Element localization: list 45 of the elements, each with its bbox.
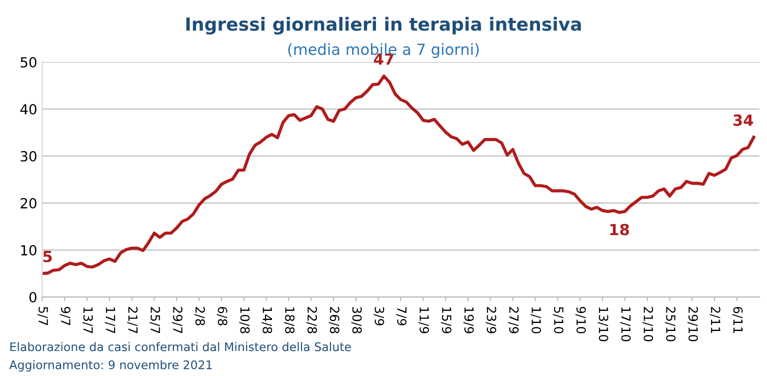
chart-title: Ingressi giornalieri in terapia intensiva (186, 16, 581, 35)
x-tick-label: 21/10 (642, 306, 654, 342)
x-tick-label: 2/8 (194, 306, 205, 326)
x-tick-label: 1/10 (530, 307, 542, 334)
x-tick-label: 6/11 (732, 306, 743, 333)
x-tick-label: 10/8 (239, 307, 250, 334)
y-tick-label: 0 (29, 292, 36, 303)
x-tick-label: 27/9 (508, 306, 519, 334)
x-tick-label: 25/10 (665, 306, 676, 342)
x-tick-label: 23/9 (486, 306, 496, 334)
x-tick-label: 14/8 (262, 307, 272, 334)
x-tick-label: 29/10 (687, 306, 698, 342)
x-tick-label: 22/8 (306, 306, 317, 334)
x-tick-label: 15/9 (440, 307, 452, 334)
x-tick-label: 19/9 (463, 307, 474, 334)
text: Aggiornamento: 9 novembre 2021 (9, 360, 212, 372)
x-tick-label: 26/8 (328, 306, 340, 334)
x-tick-label: 5/10 (553, 307, 564, 334)
y-tick-label: 30 (20, 151, 36, 162)
text: Elaborazione da casi confermati dal Ministero della Salute (10, 342, 351, 352)
line-series (42, 74, 756, 276)
x-tick-label: 9/7 (60, 306, 70, 326)
x-tick-label: 30/8 (351, 307, 362, 334)
x-tick-label: 3/9 (374, 307, 384, 326)
y-tick-label: 50 (20, 57, 36, 68)
x-tick-label: 17/7 (104, 307, 116, 334)
x-tick-label: 25/7 (150, 306, 160, 334)
data-label: 5 (43, 250, 52, 262)
y-tick-label: 20 (20, 198, 36, 209)
x-tick-label: 17/10 (620, 307, 631, 342)
x-tick-label: 5/7 (38, 307, 48, 326)
x-tick-label: 18/8 (284, 307, 295, 334)
x-tick-label: 13/10 (598, 307, 608, 342)
y-tick-label: 40 (20, 104, 36, 115)
data-label: 34 (733, 114, 754, 126)
x-tick-label: 9/10 (575, 306, 586, 334)
data-label: 18 (610, 224, 629, 236)
x-tick-label: 6/8 (216, 306, 228, 326)
y-tick-label: 10 (21, 245, 36, 256)
x-tick-label: 29/7 (172, 306, 182, 334)
x-tick-label: 11/9 (418, 307, 429, 334)
x-tick-label: 7/9 (396, 307, 407, 326)
x-tick-label: 2/11 (710, 306, 720, 333)
x-tick-label: 13/7 (82, 307, 93, 334)
x-tick-label: 21/7 (127, 306, 138, 334)
